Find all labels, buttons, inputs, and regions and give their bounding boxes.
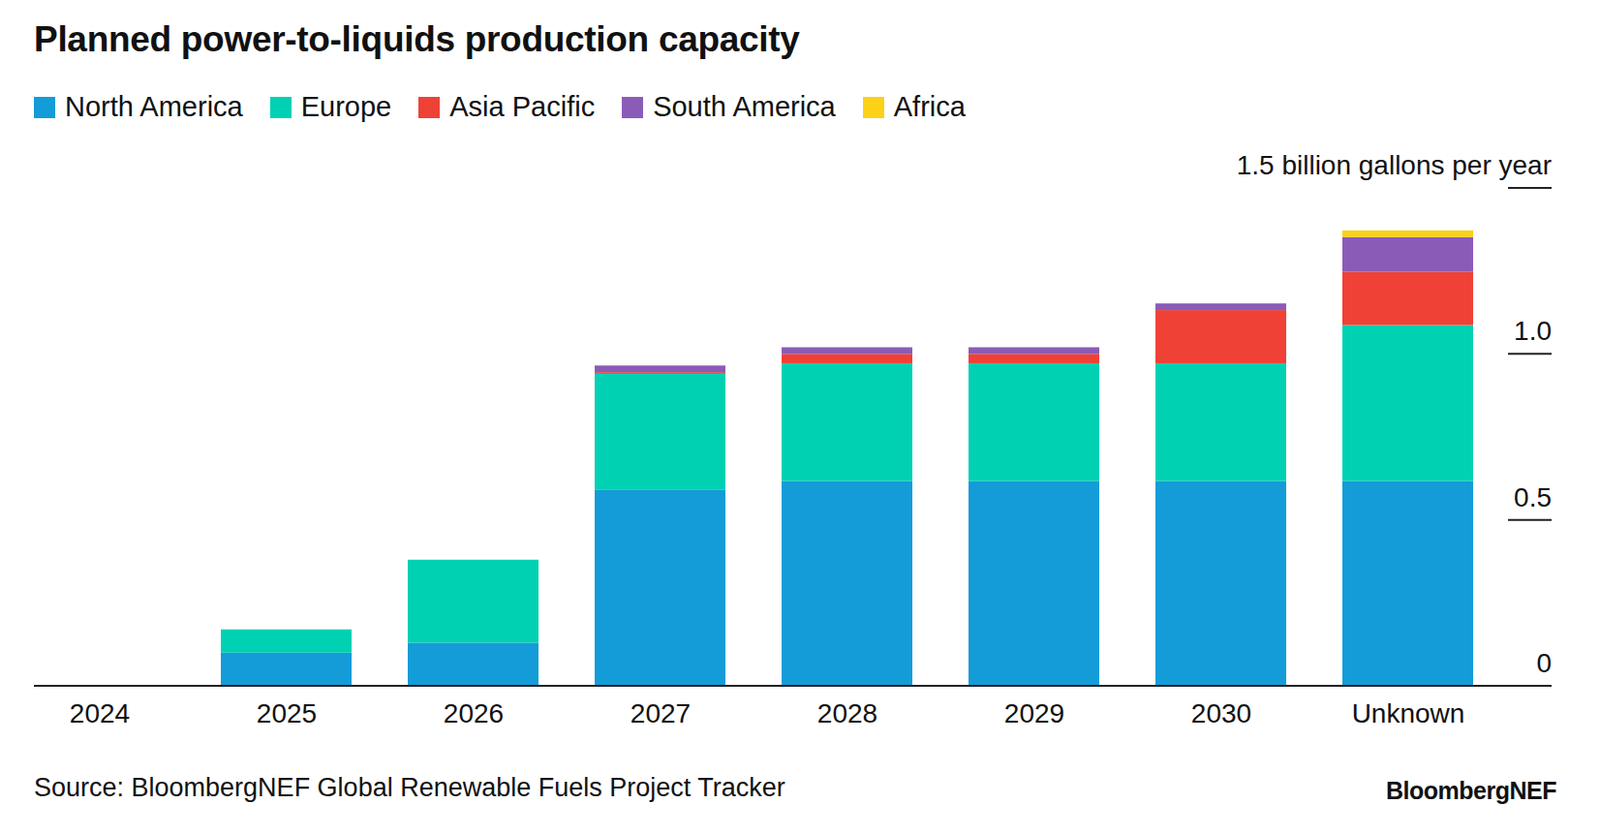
html-text:Asia Pacific: Asia Pacific bbox=[449, 91, 595, 123]
html-text:Planned power-to-liquids produ: Planned power-to-liquids production capa… bbox=[33, 19, 800, 60]
html-text:Europe: Europe bbox=[300, 91, 392, 123]
svg-text:2025: 2025 bbox=[256, 698, 317, 729]
html-text:South America: South America bbox=[652, 91, 836, 123]
html-text:Source: BloombergNEF Global Re: Source: BloombergNEF Global Renewable Fu… bbox=[33, 772, 786, 802]
svg-text:2029: 2029 bbox=[1004, 698, 1065, 729]
svg-text:1.0: 1.0 bbox=[1513, 315, 1552, 346]
svg-text:0: 0 bbox=[1536, 647, 1552, 678]
svg-text:2024: 2024 bbox=[69, 698, 130, 729]
svg-text:Unknown: Unknown bbox=[1352, 698, 1466, 729]
svg-text:2030: 2030 bbox=[1191, 698, 1252, 729]
svg-text:1.5 billion gallons per year: 1.5 billion gallons per year bbox=[1236, 150, 1552, 181]
html-text:Africa: Africa bbox=[893, 91, 966, 123]
html-text:BloombergNEF: BloombergNEF bbox=[1385, 776, 1557, 804]
svg-text:2027: 2027 bbox=[630, 698, 691, 729]
svg-text:0.5: 0.5 bbox=[1513, 482, 1552, 513]
svg-text:2028: 2028 bbox=[817, 698, 878, 729]
html-text:North America: North America bbox=[64, 91, 243, 123]
svg-text:2026: 2026 bbox=[443, 698, 504, 729]
